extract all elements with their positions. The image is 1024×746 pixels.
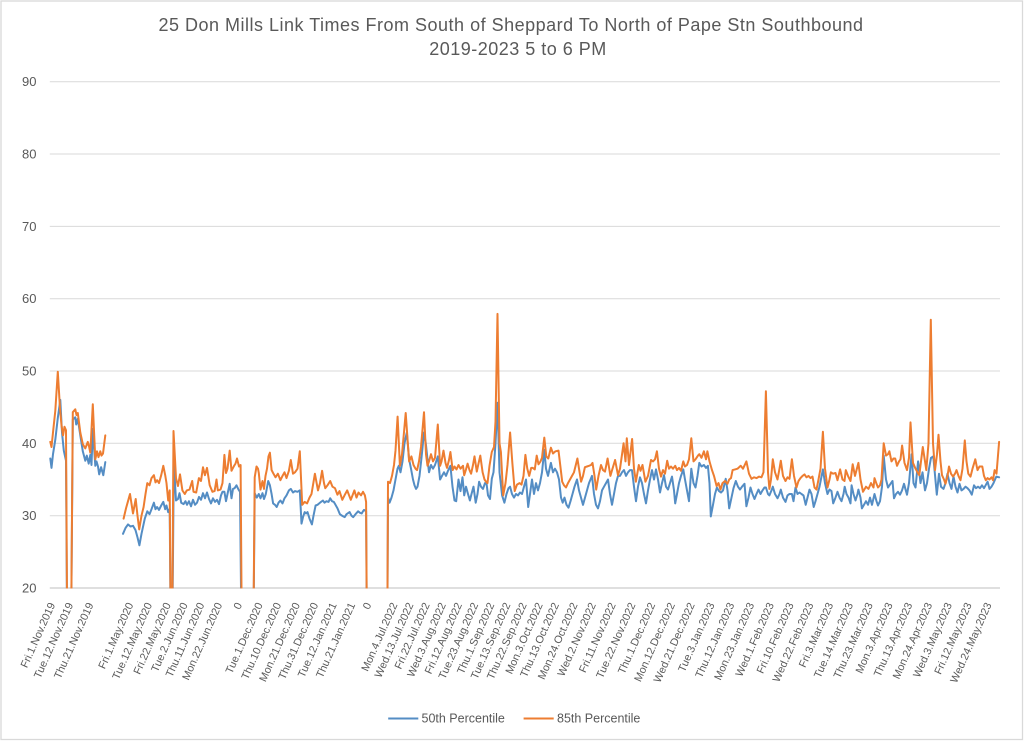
svg-text:0: 0	[361, 601, 374, 611]
svg-text:80: 80	[22, 147, 36, 162]
svg-text:20: 20	[22, 581, 36, 596]
svg-text:30: 30	[22, 508, 36, 523]
svg-text:90: 90	[22, 74, 36, 89]
svg-text:85th Percentile: 85th Percentile	[557, 712, 640, 726]
svg-text:50th Percentile: 50th Percentile	[422, 712, 505, 726]
svg-text:40: 40	[22, 436, 36, 451]
svg-text:25 Don Mills Link Times From S: 25 Don Mills Link Times From South of Sh…	[158, 15, 863, 35]
svg-text:2019-2023 5 to 6 PM: 2019-2023 5 to 6 PM	[429, 39, 607, 59]
svg-text:70: 70	[22, 219, 36, 234]
svg-text:60: 60	[22, 291, 36, 306]
svg-text:0: 0	[232, 601, 245, 611]
svg-text:50: 50	[22, 364, 36, 379]
